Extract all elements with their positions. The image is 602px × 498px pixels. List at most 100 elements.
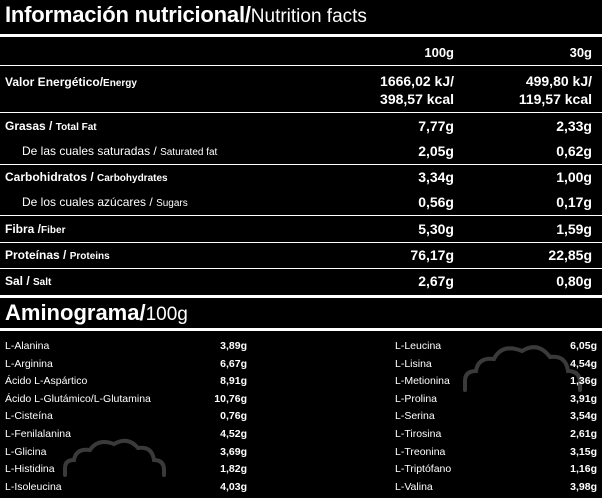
row-divider xyxy=(0,112,602,113)
amino-name: L-Cisteína xyxy=(5,410,53,423)
amino-row: L-Alanina 3,89g xyxy=(5,338,247,355)
row-divider xyxy=(0,268,602,269)
amino-name: L-Metionina xyxy=(395,375,450,388)
amino-name: L-Prolina xyxy=(395,392,438,405)
amino-value: 2,61g xyxy=(570,428,597,440)
amino-name: L-Triptófano xyxy=(395,463,452,476)
row-divider xyxy=(0,164,602,165)
amino-value: 3,54g xyxy=(570,410,597,423)
amino-name: L-Valina xyxy=(395,480,433,493)
amino-value: 1,82g xyxy=(220,463,247,476)
aminogram-title-text: Aminograma/ xyxy=(5,300,146,325)
nutrient-label: Proteínas / Proteins xyxy=(5,248,110,262)
value-100g: 7,77g xyxy=(418,118,454,134)
value-30g: 0,62g xyxy=(556,143,592,159)
amino-row: Ácido L-Glutámico/L-Glutamina 10,76g xyxy=(5,391,247,408)
amino-row: L-Lisina 4,54g xyxy=(395,356,597,373)
value-30g: 0,17g xyxy=(556,194,592,210)
amino-divider xyxy=(0,328,602,331)
amino-value: 8,91g xyxy=(220,375,247,388)
amino-name: L-Treonina xyxy=(395,445,446,458)
amino-value: 3,91g xyxy=(570,392,597,405)
nutrition-row-energy: Valor Energético/Energy 1666,02 kJ/ 398,… xyxy=(0,70,602,112)
amino-row: L-Arginina 6,67g xyxy=(5,356,247,373)
energy-kj-100g: 1666,02 kJ/ xyxy=(380,73,454,89)
amino-name: Ácido L-Aspártico xyxy=(5,375,88,388)
header-divider xyxy=(0,65,602,66)
nutrient-label: Valor Energético/Energy xyxy=(5,75,137,89)
amino-row: L-Cisteína 0,76g xyxy=(5,408,247,425)
nutrition-row-salt: Sal / Salt 2,67g 0,80g xyxy=(0,270,602,294)
amino-value: 3,69g xyxy=(220,445,247,458)
amino-value: 10,76g xyxy=(214,392,247,405)
amino-name: L-Glicina xyxy=(5,445,47,458)
amino-value: 1,16g xyxy=(570,463,597,476)
nutrition-row-carbs: Carbohidratos / Carbohydrates 3,34g 1,00… xyxy=(0,166,602,190)
amino-value: 4,52g xyxy=(220,428,247,440)
amino-value: 4,54g xyxy=(570,357,597,370)
amino-row: Ácido L-Aspártico 8,91g xyxy=(5,373,247,390)
value-100g: 2,67g xyxy=(418,273,454,289)
value-30g: 22,85g xyxy=(548,247,592,263)
amino-row: L-Leucina 6,05g xyxy=(395,338,597,355)
energy-kcal-100g: 398,57 kcal xyxy=(380,91,454,107)
amino-row: L-Isoleucina 4,03g xyxy=(5,479,247,496)
nutrient-label: Sal / Salt xyxy=(5,274,52,288)
nutrient-label: De los cuales azúcares / Sugars xyxy=(22,195,188,209)
amino-row: L-Prolina 3,91g xyxy=(395,391,597,408)
amino-name: L-Fenilalanina xyxy=(5,428,71,440)
nutrition-row-saturated: De las cuales saturadas / Saturated fat … xyxy=(0,140,602,164)
nutrition-row-protein: Proteínas / Proteins 76,17g 22,85g xyxy=(0,244,602,268)
amino-row: L-Valina 3,98g xyxy=(395,479,597,496)
amino-row: L-Metionina 1,36g xyxy=(395,373,597,390)
row-divider xyxy=(0,215,602,216)
column-header-100g: 100g xyxy=(424,45,454,60)
amino-name: Ácido L-Glutámico/L-Glutamina xyxy=(5,392,151,405)
amino-row: L-Histidina 1,82g xyxy=(5,461,247,478)
amino-row: L-Glicina 3,69g xyxy=(5,444,247,461)
amino-value: 0,76g xyxy=(220,410,247,423)
nutrition-title-en: Nutrition facts xyxy=(250,6,367,27)
amino-name: L-Serina xyxy=(395,410,435,423)
aminogram-title: Aminograma/100g xyxy=(5,300,188,326)
amino-name: L-Histidina xyxy=(5,463,55,476)
nutrition-row-fat: Grasas / Total Fat 7,77g 2,33g xyxy=(0,115,602,139)
aminogram-unit: 100g xyxy=(145,304,188,325)
amino-name: L-Alanina xyxy=(5,340,50,352)
amino-row: L-Serina 3,54g xyxy=(395,408,597,425)
nutrition-row-sugars: De los cuales azúcares / Sugars 0,56g 0,… xyxy=(0,191,602,215)
amino-name: L-Leucina xyxy=(395,340,442,352)
amino-name: L-Arginina xyxy=(5,357,53,370)
amino-row: L-Treonina 3,15g xyxy=(395,444,597,461)
nutrient-label: Carbohidratos / Carbohydrates xyxy=(5,170,168,184)
amino-value: 1,36g xyxy=(570,375,597,388)
energy-kj-30g: 499,80 kJ/ xyxy=(525,73,592,89)
value-100g: 76,17g xyxy=(410,247,454,263)
value-100g: 3,34g xyxy=(418,169,454,185)
value-100g: 5,30g xyxy=(418,221,454,237)
amino-row: L-Tirosina 2,61g xyxy=(395,426,597,443)
nutrient-label: Grasas / Total Fat xyxy=(5,119,97,133)
value-30g: 2,33g xyxy=(556,118,592,134)
title-divider xyxy=(0,34,602,37)
row-divider xyxy=(0,242,602,243)
energy-kcal-30g: 119,57 kcal xyxy=(518,91,592,107)
amino-value: 6,67g xyxy=(220,357,247,370)
value-30g: 0,80g xyxy=(556,273,592,289)
amino-value: 3,89g xyxy=(220,340,247,352)
value-30g: 1,00g xyxy=(556,169,592,185)
nutrition-row-fiber: Fibra /Fiber 5,30g 1,59g xyxy=(0,218,602,242)
cloud-watermark-icon xyxy=(463,345,582,392)
amino-value: 3,98g xyxy=(570,480,597,493)
cloud-watermark-icon xyxy=(63,438,166,477)
amino-value: 3,15g xyxy=(570,445,597,458)
column-header-30g: 30g xyxy=(569,45,592,60)
amino-value: 4,03g xyxy=(220,480,247,493)
nutrition-title-es: Información nutricional/ xyxy=(5,2,251,27)
amino-divider-top xyxy=(0,295,602,298)
nutrition-title: Información nutricional/Nutrition facts xyxy=(5,2,367,28)
value-100g: 0,56g xyxy=(418,194,454,210)
amino-name: L-Lisina xyxy=(395,357,432,370)
nutrient-label: De las cuales saturadas / Saturated fat xyxy=(22,144,218,158)
amino-row: L-Triptófano 1,16g xyxy=(395,461,597,478)
